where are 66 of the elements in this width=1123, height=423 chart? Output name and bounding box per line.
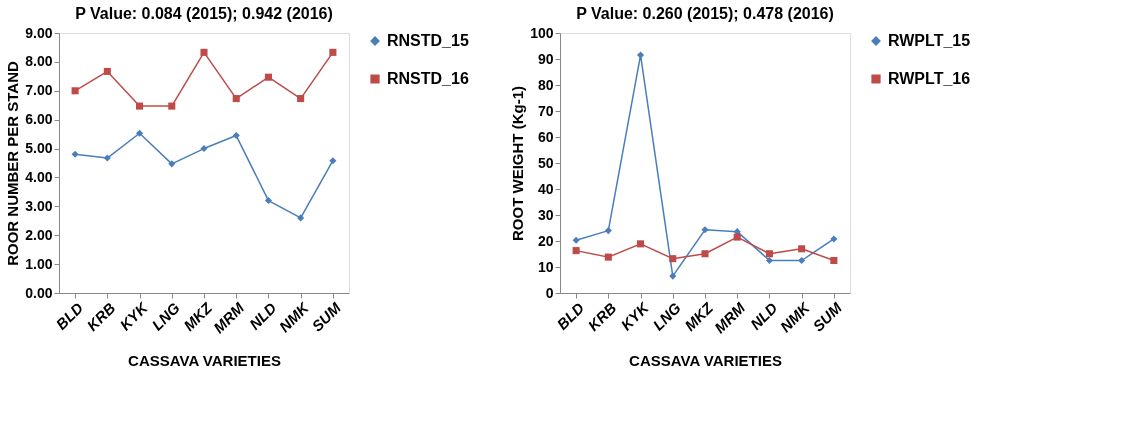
point bbox=[168, 102, 176, 110]
x-axis-title: CASSAVA VARIETIES bbox=[128, 352, 281, 370]
point bbox=[669, 272, 677, 280]
point bbox=[264, 73, 272, 81]
y-tick-label: 1.00 bbox=[25, 255, 53, 272]
point bbox=[830, 256, 838, 265]
point bbox=[329, 48, 337, 56]
point bbox=[765, 250, 773, 258]
y-tick-label: 30 bbox=[537, 206, 554, 223]
point bbox=[669, 255, 677, 263]
point bbox=[798, 256, 806, 265]
point bbox=[71, 150, 79, 158]
y-tick-label: 60 bbox=[537, 128, 554, 145]
point bbox=[637, 240, 645, 248]
point bbox=[329, 157, 337, 165]
point bbox=[604, 227, 612, 235]
point bbox=[572, 236, 580, 244]
point bbox=[168, 160, 176, 168]
point bbox=[297, 214, 305, 222]
point bbox=[71, 87, 79, 95]
legend-label: RWPLT_16 bbox=[888, 70, 971, 87]
legend-label: RWPLT_15 bbox=[888, 32, 971, 49]
point bbox=[830, 235, 838, 243]
point bbox=[604, 253, 612, 261]
chart-title: P Value: 0.084 (2015); 0.942 (2016) bbox=[75, 5, 333, 22]
y-tick-label: 40 bbox=[537, 180, 554, 197]
point bbox=[200, 48, 208, 56]
legend-label: RNSTD_16 bbox=[387, 70, 469, 87]
point bbox=[765, 256, 773, 265]
y-tick-label: 7.00 bbox=[25, 82, 53, 99]
y-tick-label: 100 bbox=[530, 24, 554, 41]
y-tick-label: 2.00 bbox=[25, 226, 53, 243]
y-tick-label: 4.00 bbox=[25, 168, 53, 185]
y-tick-label: 9.00 bbox=[25, 24, 53, 41]
y-tick-label: 50 bbox=[537, 154, 554, 171]
y-tick-label: 0.00 bbox=[25, 284, 53, 301]
legend-label: RNSTD_15 bbox=[387, 32, 469, 49]
point bbox=[701, 250, 709, 258]
y-tick-label: 80 bbox=[537, 76, 554, 93]
y-tick-label: 20 bbox=[537, 232, 554, 249]
y-tick-label: 0 bbox=[545, 284, 554, 301]
y-tick-label: 6.00 bbox=[25, 111, 53, 128]
y-axis-title: ROOR NUMBER PER STAND bbox=[4, 60, 22, 266]
y-tick-label: 5.00 bbox=[25, 140, 53, 157]
point bbox=[232, 95, 240, 103]
point bbox=[733, 233, 741, 241]
point bbox=[232, 132, 240, 140]
point bbox=[297, 95, 305, 103]
x-axis-title: CASSAVA VARIETIES bbox=[629, 352, 782, 370]
point bbox=[572, 247, 580, 255]
point bbox=[136, 129, 144, 137]
point bbox=[200, 145, 208, 153]
y-axis-title: ROOT WEIGHT (Kg-1) bbox=[509, 86, 527, 241]
point bbox=[701, 226, 709, 234]
point bbox=[103, 154, 111, 162]
point bbox=[798, 245, 806, 253]
point bbox=[637, 51, 645, 59]
chart-title: P Value: 0.260 (2015); 0.478 (2016) bbox=[576, 5, 834, 22]
y-tick-label: 8.00 bbox=[25, 53, 53, 70]
y-tick-label: 10 bbox=[537, 258, 554, 275]
point bbox=[264, 197, 272, 205]
point bbox=[103, 67, 111, 75]
y-tick-label: 90 bbox=[537, 50, 554, 67]
point bbox=[136, 102, 144, 110]
y-tick-label: 70 bbox=[537, 102, 554, 119]
y-tick-label: 3.00 bbox=[25, 197, 53, 214]
